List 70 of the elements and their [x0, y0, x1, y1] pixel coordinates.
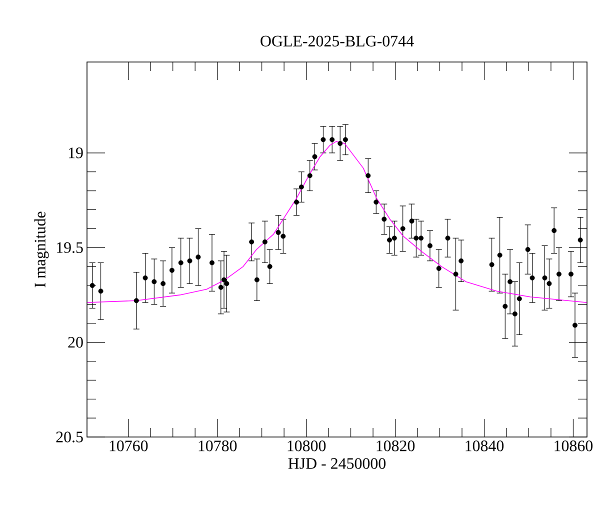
- point: [542, 275, 548, 280]
- x-tick-label: 10780: [198, 440, 237, 452]
- point: [445, 236, 450, 241]
- point: [436, 266, 442, 271]
- y-tick-label: 20.5: [56, 432, 83, 442]
- point: [254, 277, 260, 282]
- point: [90, 282, 95, 288]
- point: [414, 236, 419, 241]
- point: [178, 260, 184, 266]
- point: [196, 254, 201, 260]
- point: [386, 238, 392, 243]
- point: [276, 230, 281, 235]
- point: [330, 137, 335, 142]
- point: [210, 260, 214, 266]
- point: [418, 236, 424, 241]
- point: [489, 262, 494, 268]
- y-axis-title: I magnitude: [34, 212, 49, 288]
- point: [382, 216, 387, 222]
- point: [556, 272, 562, 277]
- point: [409, 218, 414, 224]
- point: [342, 137, 348, 142]
- point: [187, 258, 192, 264]
- point: [298, 184, 304, 190]
- point: [546, 281, 552, 286]
- point: [134, 298, 139, 304]
- x-tick-label: 10800: [288, 440, 326, 452]
- x-tick-label: 10820: [376, 440, 415, 452]
- point: [502, 304, 508, 309]
- point: [280, 234, 286, 239]
- point: [508, 279, 513, 284]
- point: [458, 258, 464, 264]
- x-tick-label: 10860: [554, 440, 593, 452]
- point: [294, 200, 300, 205]
- point: [338, 140, 343, 146]
- point: [497, 252, 502, 258]
- point: [572, 322, 578, 328]
- point: [392, 236, 397, 241]
- point: [552, 228, 557, 234]
- point: [222, 277, 227, 282]
- point: [169, 268, 174, 273]
- y-tick-label: 19.5: [56, 242, 83, 253]
- point: [218, 284, 224, 290]
- point: [98, 288, 104, 294]
- x-tick-label: 10760: [110, 440, 148, 452]
- point: [453, 272, 458, 277]
- point: [512, 311, 518, 316]
- point: [160, 281, 166, 286]
- x-axis-title: HJD - 2450000: [288, 458, 386, 469]
- y-tick-label: 19: [68, 148, 83, 158]
- point: [249, 239, 254, 244]
- point: [578, 238, 583, 243]
- point: [224, 281, 230, 286]
- point: [307, 173, 312, 178]
- y-tick-label: 20: [68, 336, 83, 348]
- point: [152, 279, 157, 284]
- point: [516, 296, 522, 302]
- point: [568, 272, 574, 277]
- x-tick-label: 10840: [466, 440, 504, 452]
- point: [142, 275, 148, 280]
- point: [366, 173, 371, 178]
- point: [262, 239, 268, 244]
- point: [530, 275, 535, 280]
- point: [267, 264, 272, 270]
- chart-title: OGLE-2025-BLG-0744: [260, 36, 414, 46]
- point: [320, 137, 326, 142]
- point: [427, 243, 432, 248]
- point: [312, 154, 318, 160]
- point: [400, 226, 406, 232]
- point: [525, 247, 530, 252]
- point: [374, 200, 379, 205]
